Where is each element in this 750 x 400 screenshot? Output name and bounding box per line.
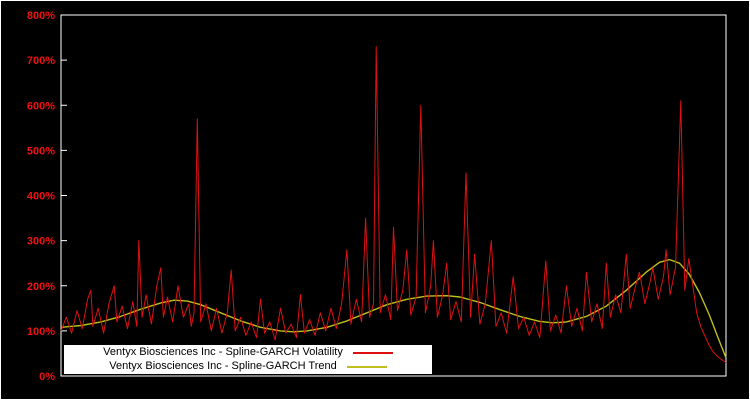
y-axis-tick-label: 600% [27,100,55,112]
volatility-line [60,46,727,363]
y-axis: 0% 100% 200% 300% 400% 500% 600% 700% 800% [27,10,67,383]
legend-label-trend: Ventyx Biosciences Inc - Spline-GARCH Tr… [109,360,337,372]
trend-legend-line [346,365,387,368]
y-axis-tick-label: 500% [27,145,55,157]
y-axis-tick-label: 400% [27,191,55,203]
y-axis-tick-label: 300% [27,236,55,248]
legend-item-trend: Ventyx Biosciences Inc - Spline-GARCH Tr… [64,360,432,373]
y-axis-tick-label: 100% [27,326,55,338]
y-axis-tick-label: 0% [39,371,55,383]
y-axis-tick-label: 200% [27,281,55,293]
trend-line [60,258,727,359]
y-axis-tick-label: 800% [27,10,55,22]
legend-item-volatility: Ventyx Biosciences Inc - Spline-GARCH Vo… [64,346,432,359]
legend: Ventyx Biosciences Inc - Spline-GARCH Vo… [64,345,432,374]
legend-label-volatility: Ventyx Biosciences Inc - Spline-GARCH Vo… [103,346,343,358]
volatility-legend-line [352,351,393,354]
plot-frame [60,14,727,377]
y-axis-tick-label: 700% [27,55,55,67]
